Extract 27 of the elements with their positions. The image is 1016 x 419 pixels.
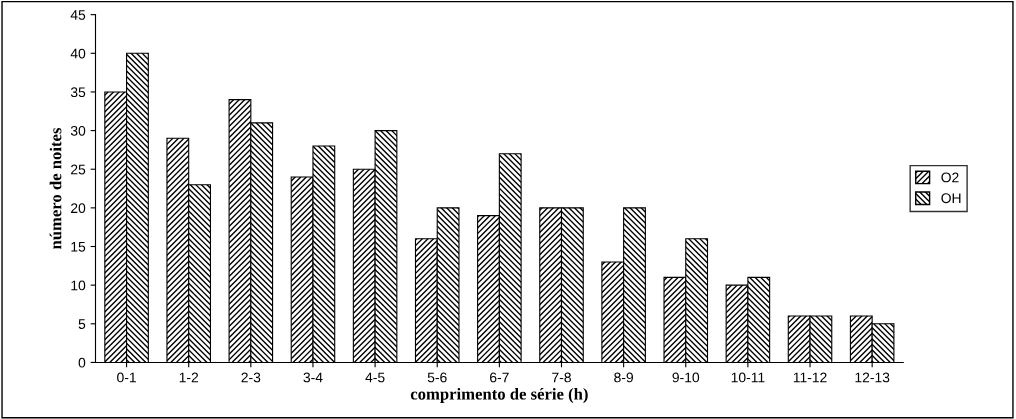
y-tick-label: 0 [78, 357, 86, 368]
y-tick-label: 30 [70, 125, 86, 136]
x-tick-label: 2-3 [241, 372, 261, 383]
y-tick-label: 15 [71, 241, 86, 252]
y-tick-label: 10 [71, 280, 86, 291]
x-tick-label: 10-11 [731, 372, 765, 383]
y-tick-label: 45 [70, 10, 86, 20]
x-tick-label: 0-1 [117, 372, 136, 383]
x-tick-label: 9-10 [672, 372, 700, 383]
legend-label: O2 [941, 172, 959, 183]
x-tick-label: 7-8 [552, 372, 571, 383]
x-tick-label: 11-12 [793, 372, 827, 383]
x-tick-label: 5-6 [427, 372, 447, 383]
legend-label: OH [941, 193, 961, 204]
y-tick-label: 35 [70, 87, 86, 98]
y-tick-label: 25 [71, 164, 86, 175]
x-tick-label: 1-2 [179, 372, 199, 383]
y-tick-label: 20 [71, 203, 86, 214]
x-tick-label: 4-5 [365, 372, 385, 383]
x-axis-title: comprimento de série (h) [410, 387, 588, 404]
x-tick-label: 12-13 [855, 372, 890, 383]
x-tick-label: 6-7 [490, 372, 509, 383]
y-tick-label: 5 [78, 319, 86, 329]
x-tick-label: 3-4 [303, 372, 323, 383]
y-axis-title: número de noites [49, 128, 62, 250]
y-tick-label: 40 [70, 48, 86, 59]
x-tick-label: 8-9 [614, 372, 634, 383]
